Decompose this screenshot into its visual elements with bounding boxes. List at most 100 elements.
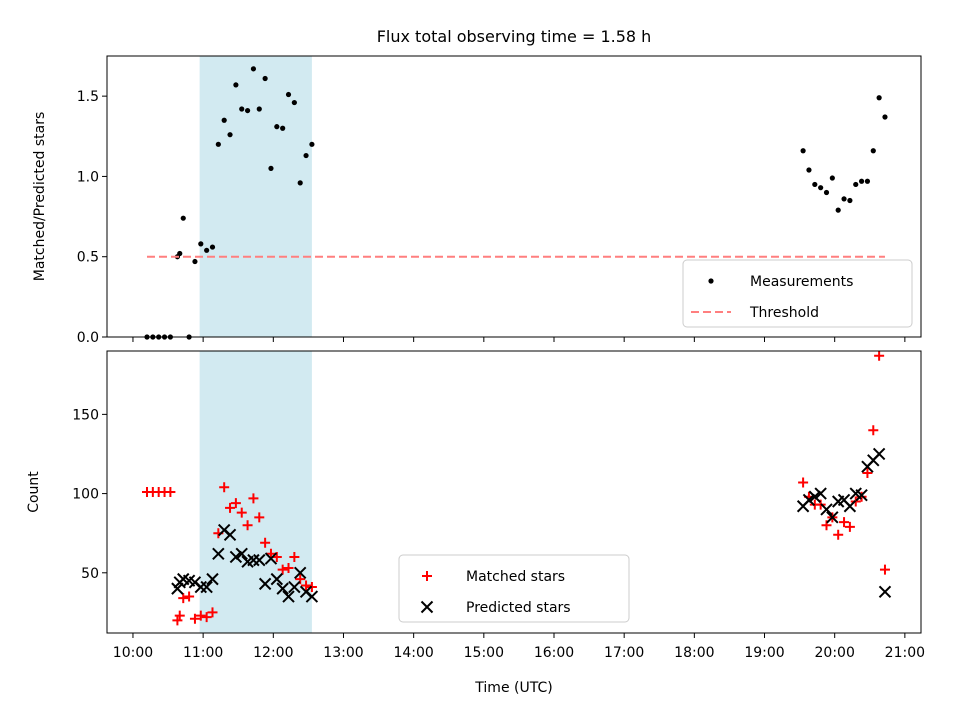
measurement-point <box>841 196 847 202</box>
predicted-star-point <box>872 447 886 461</box>
legend-label: Measurements <box>750 274 853 290</box>
matched-star-point <box>254 512 265 523</box>
matched-star-point <box>868 425 879 436</box>
x-tick-label: 13:00 <box>323 645 363 661</box>
matched-star-point <box>236 507 247 518</box>
matched-star-point <box>189 613 200 624</box>
measurement-point <box>829 175 835 181</box>
matched-star-point <box>260 537 271 548</box>
measurement-point <box>870 148 876 154</box>
measurement-point <box>256 106 262 112</box>
x-tick-label: 10:00 <box>113 645 153 661</box>
matched-star-point <box>874 350 885 361</box>
matched-star-point <box>195 610 206 621</box>
measurement-point <box>812 181 818 188</box>
legend: Measurements Threshold <box>682 259 913 328</box>
measurement-point <box>274 124 280 130</box>
matched-star-point <box>301 580 312 591</box>
predicted-star-point <box>305 590 319 603</box>
matched-star-point <box>839 517 850 528</box>
predicted-star-point <box>820 503 833 516</box>
measurement-point <box>309 141 315 147</box>
measurement-point <box>250 66 257 72</box>
matched-star-point <box>862 467 873 478</box>
measurement-point <box>280 125 286 131</box>
matched-star-point <box>283 563 294 574</box>
count-panel: 50 100 150 10:00 11:00 12:00 13:00 14:00 15:00 16… <box>26 350 925 661</box>
matched-star-point <box>242 520 253 531</box>
measurement-point <box>835 207 841 213</box>
predicted-star-point <box>843 500 857 513</box>
matched-star-point <box>833 529 844 540</box>
x-tick-label: 16:00 <box>534 645 574 661</box>
matched-star-point <box>219 482 230 493</box>
matched-star-point <box>798 477 809 488</box>
legend-label: Predicted stars <box>466 600 571 616</box>
measurement-point <box>227 132 233 138</box>
predicted-star-point <box>229 550 243 564</box>
matched-star-point <box>248 493 259 504</box>
predicted-star-point <box>270 572 284 586</box>
shaded-interval <box>199 56 312 337</box>
predicted-star-point <box>826 511 839 524</box>
y-axis-label: Count <box>26 471 42 513</box>
predicted-star-point <box>247 553 260 567</box>
predicted-star-point <box>200 580 213 594</box>
legend-measurement-marker <box>708 278 714 284</box>
y-tick-label: 1.5 <box>77 89 99 105</box>
measurement-point <box>800 148 806 154</box>
measurement-point <box>297 180 303 186</box>
legend-box <box>398 554 630 623</box>
measurement-point <box>215 141 221 147</box>
predicted-star-point <box>276 582 289 595</box>
x-tick-label: 12:00 <box>253 645 293 661</box>
measurement-point <box>823 189 830 196</box>
measurement-point <box>876 95 882 101</box>
plot-frame <box>106 350 922 634</box>
measurement-point <box>882 114 888 120</box>
x-tick-label: 11:00 <box>183 645 223 661</box>
legend-box <box>682 259 913 328</box>
measurement-point <box>262 75 268 82</box>
y-tick-label: 50 <box>81 566 99 582</box>
measurement-point <box>847 197 853 204</box>
measurement-point <box>806 167 812 173</box>
x-tick-label: 21:00 <box>885 645 925 661</box>
matched-star-point <box>201 612 212 623</box>
matched-star-point <box>265 548 276 559</box>
x-tick-label: 19:00 <box>744 645 784 661</box>
predicted-star-point <box>194 580 208 594</box>
y-tick-label: 0.5 <box>77 250 99 266</box>
predicted-star-point <box>814 487 827 500</box>
matched-star-point <box>277 564 288 575</box>
measurement-point <box>864 178 871 184</box>
predicted-star-point <box>855 488 868 502</box>
measurement-point <box>818 185 824 191</box>
y-tick-label: 150 <box>72 407 99 423</box>
matched-star-point <box>289 551 300 562</box>
measurement-point <box>221 117 227 123</box>
y-tick-label: 100 <box>72 487 99 503</box>
predicted-star-point <box>288 580 301 594</box>
x-tick-label: 14:00 <box>393 645 433 661</box>
y-axis-label: Matched/Predicted stars <box>32 112 48 282</box>
measurement-point <box>853 181 859 188</box>
x-tick-label: 15:00 <box>464 645 504 661</box>
matched-star-point <box>184 591 195 602</box>
legend-label: Threshold <box>749 305 819 321</box>
shaded-interval <box>199 351 312 633</box>
measurement-point <box>239 106 245 112</box>
matched-star-point <box>178 593 189 604</box>
chart-title: Flux total observing time = 1.58 h <box>377 27 652 46</box>
matched-star-point <box>821 520 832 531</box>
predicted-star-point <box>223 528 237 541</box>
measurement-point <box>244 107 251 114</box>
matched-star-point <box>225 502 236 513</box>
predicted-star-point <box>808 490 822 503</box>
measurement-point <box>209 244 216 250</box>
predicted-star-point <box>212 547 225 560</box>
predicted-star-point <box>282 590 295 603</box>
y-tick-label: 0.0 <box>77 330 99 346</box>
measurement-point <box>303 152 309 159</box>
